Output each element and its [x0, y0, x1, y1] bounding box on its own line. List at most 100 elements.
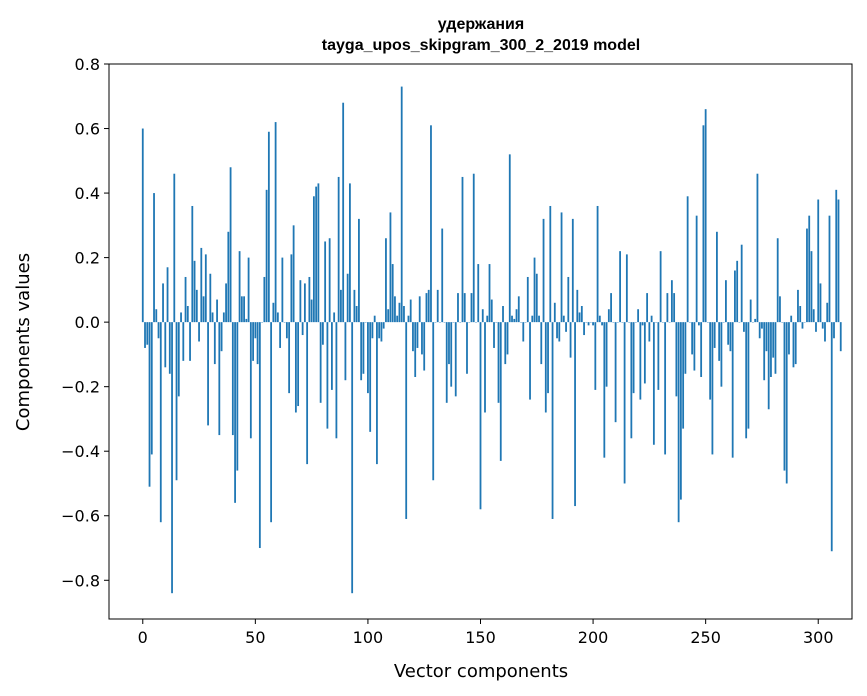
bar-181 — [549, 205, 552, 323]
bar-162 — [506, 322, 509, 355]
bar-68 — [294, 322, 297, 413]
bar-161 — [504, 322, 507, 365]
bar-303 — [824, 322, 826, 342]
y-tick-label: −0.8 — [61, 571, 100, 590]
bar-121 — [414, 322, 417, 377]
bar-205 — [603, 322, 606, 458]
bar-54 — [263, 276, 266, 323]
bar-172 — [529, 322, 531, 400]
bar-276 — [763, 322, 766, 381]
bar-239 — [679, 322, 682, 500]
bar-263 — [734, 270, 736, 323]
bar-285 — [783, 322, 786, 471]
bar-221 — [639, 322, 642, 400]
bar-220 — [637, 309, 640, 323]
bar-84 — [331, 322, 333, 390]
bar-34 — [218, 322, 221, 436]
bar-114 — [398, 302, 401, 323]
bar-1 — [144, 322, 146, 348]
bar-299 — [815, 322, 817, 332]
bar-69 — [297, 322, 300, 407]
bar-260 — [727, 322, 730, 345]
bar-308 — [835, 189, 838, 323]
bar-222 — [641, 322, 644, 326]
y-tick-label: 0.8 — [75, 55, 100, 74]
bar-0 — [141, 128, 144, 323]
bar-27 — [202, 296, 205, 323]
bar-45 — [243, 296, 245, 323]
bar-196 — [583, 322, 585, 336]
bar-41 — [234, 322, 236, 503]
bar-109 — [387, 309, 390, 323]
bar-14 — [173, 173, 176, 323]
bar-35 — [220, 322, 223, 352]
bar-4 — [150, 322, 153, 455]
bar-202 — [596, 205, 599, 323]
bar-127 — [427, 289, 430, 323]
bar-183 — [553, 302, 556, 323]
bar-102 — [371, 322, 374, 339]
bar-142 — [461, 176, 464, 323]
bar-95 — [355, 306, 358, 323]
bar-106 — [380, 322, 383, 342]
bar-208 — [610, 293, 612, 323]
bar-293 — [801, 322, 804, 329]
bar-154 — [488, 264, 491, 323]
bar-33 — [216, 299, 218, 323]
bar-91 — [346, 273, 349, 323]
bar-156 — [493, 322, 495, 348]
bar-159 — [499, 322, 502, 461]
bar-207 — [607, 309, 610, 323]
bar-155 — [490, 299, 493, 323]
bar-264 — [736, 260, 739, 323]
bar-167 — [517, 296, 520, 323]
bar-165 — [513, 318, 516, 323]
bar-103 — [373, 315, 376, 323]
bar-218 — [632, 322, 635, 394]
bar-56 — [267, 131, 270, 323]
bar-149 — [477, 264, 480, 323]
bar-286 — [785, 322, 788, 484]
bar-261 — [729, 322, 732, 352]
bar-268 — [745, 322, 748, 439]
bar-137 — [450, 322, 453, 387]
bar-60 — [276, 312, 279, 323]
bar-178 — [542, 218, 545, 323]
bar-304 — [826, 302, 829, 323]
bar-series — [141, 86, 842, 594]
bar-225 — [648, 322, 651, 342]
bar-262 — [731, 322, 734, 458]
chart-title-line-1: удержания — [438, 16, 524, 33]
bar-198 — [587, 322, 590, 326]
bar-81 — [324, 241, 327, 323]
y-tick-label: 0.4 — [75, 184, 100, 203]
bar-244 — [691, 322, 694, 355]
bar-11 — [166, 267, 169, 323]
y-axis-label: Components values — [13, 253, 34, 431]
bar-51 — [256, 322, 259, 365]
bar-278 — [767, 322, 770, 410]
bar-133 — [441, 228, 444, 323]
bar-203 — [598, 315, 601, 323]
bar-136 — [448, 322, 450, 365]
bar-89 — [342, 102, 345, 323]
bar-288 — [790, 315, 793, 323]
bar-245 — [693, 322, 696, 371]
bar-55 — [265, 189, 268, 323]
bar-126 — [425, 293, 428, 323]
bar-30 — [209, 273, 212, 323]
bar-280 — [772, 322, 775, 358]
bar-249 — [702, 125, 705, 323]
bar-212 — [619, 251, 621, 323]
bar-214 — [623, 322, 626, 484]
bar-39 — [229, 167, 232, 323]
bar-46 — [245, 318, 248, 323]
bar-85 — [333, 312, 336, 323]
bar-300 — [817, 199, 820, 323]
bar-87 — [337, 176, 340, 323]
y-axis-ticks: 0.8 0.6 0.4 0.2 0.0 −0.2 −0.4 −0.6 −0.8 — [61, 55, 109, 590]
bar-124 — [421, 322, 423, 355]
bar-112 — [394, 296, 396, 323]
bar-57 — [270, 322, 273, 523]
